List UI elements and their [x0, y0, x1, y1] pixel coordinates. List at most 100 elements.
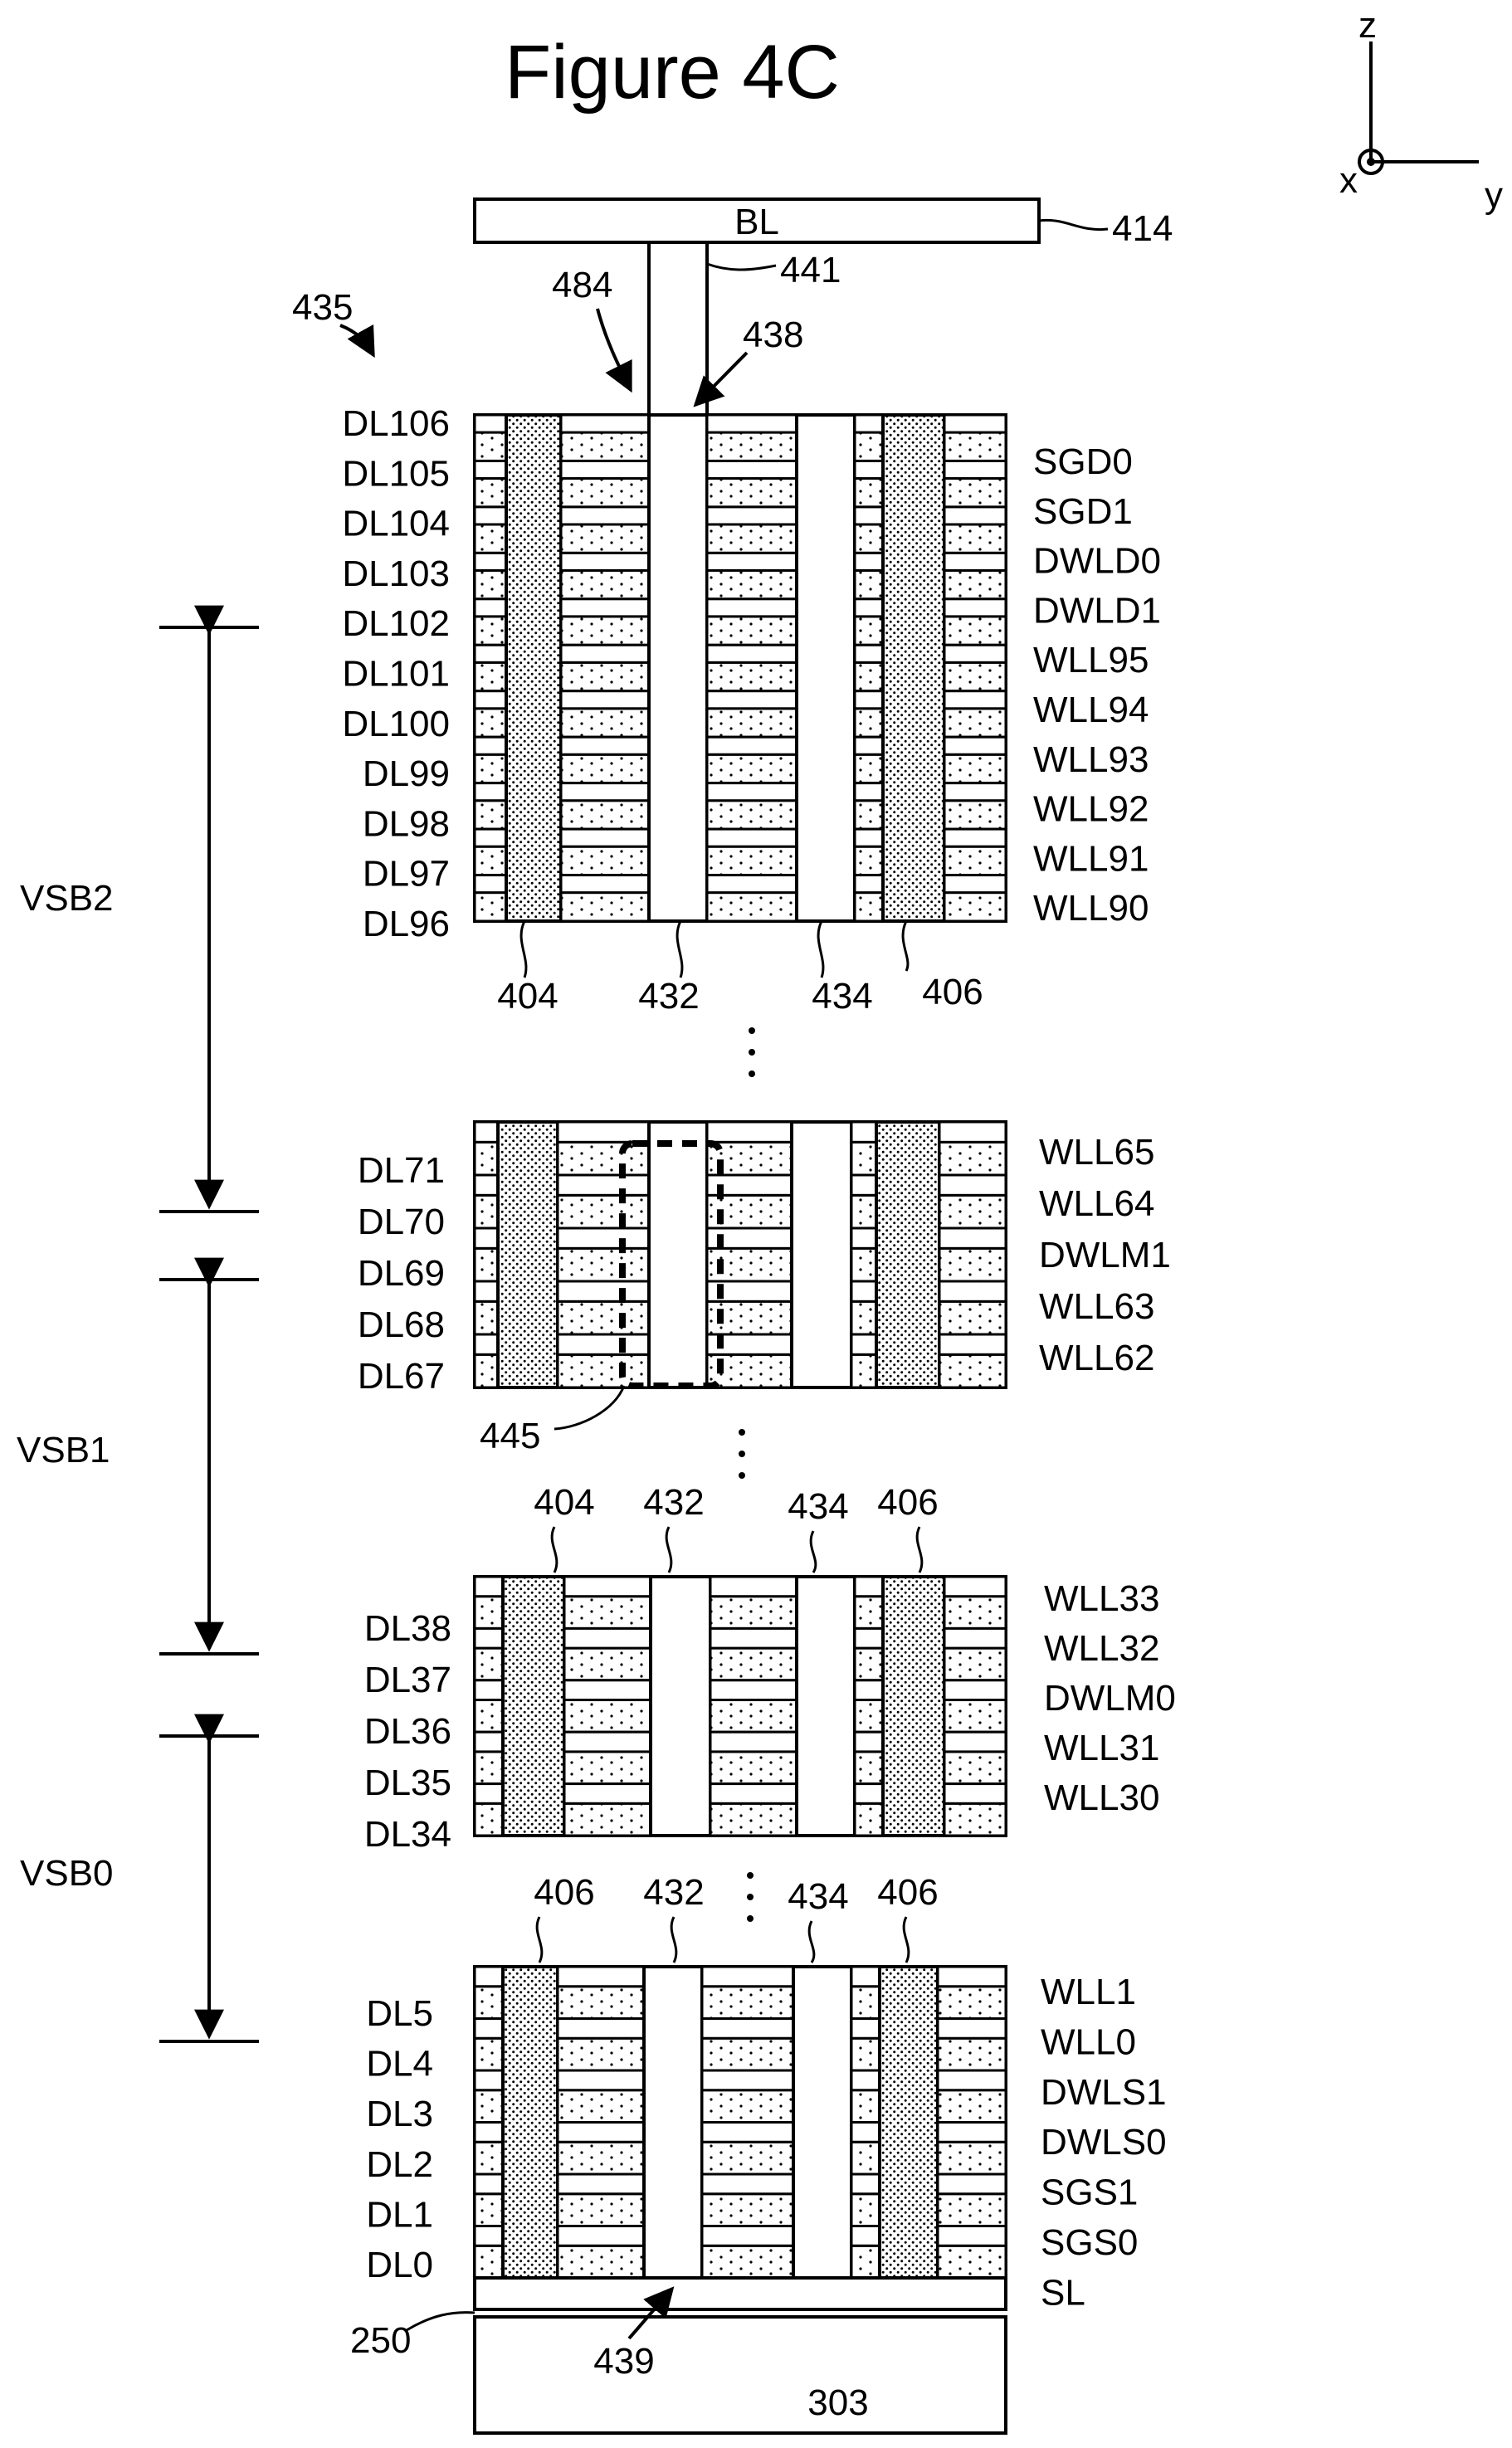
vsb0-label: VSB0 [20, 1853, 114, 1894]
dielectric-layer [559, 643, 651, 664]
conductive-layer [473, 523, 508, 554]
dielectric-layer [938, 1333, 1007, 1356]
conductive-layer [853, 1699, 885, 1734]
dielectric-layer [473, 413, 508, 434]
conductive-layer [936, 1985, 1007, 2020]
dielectric-layer [705, 735, 798, 756]
dielectric-layer [943, 1575, 1007, 1598]
wl-label: WLL1 [1041, 1972, 1136, 2012]
conductive-layer [943, 845, 1007, 877]
conductive-layer [700, 2140, 795, 2176]
conductive-layer [700, 2244, 795, 2280]
dielectric-layer [473, 505, 508, 526]
figure-title: Figure 4C [505, 30, 840, 115]
dielectric-layer [705, 690, 798, 710]
conductive-layer [943, 477, 1007, 509]
ref-434-top: 434 [812, 976, 872, 1017]
dielectric-layer [943, 1626, 1007, 1650]
conductive-layer [473, 1595, 505, 1630]
vsb1-label: VSB1 [17, 1430, 110, 1470]
dl-label: DL34 [364, 1814, 451, 1855]
conductive-layer [556, 2192, 646, 2227]
local-interconnect-column [501, 1965, 559, 2280]
conductive-layer [938, 1193, 1007, 1230]
dl-label: DL106 [342, 403, 450, 444]
dl-label: DL97 [363, 854, 450, 895]
dielectric-layer [563, 1626, 652, 1650]
dielectric-layer [556, 1333, 651, 1356]
conductive-layer [943, 523, 1007, 554]
dielectric-layer [943, 1730, 1007, 1753]
conductive-layer [473, 891, 508, 923]
conductive-layer [850, 1985, 881, 2020]
wl-labels-vsb1: WLL65 WLL64 DWLM1 WLL63 WLL62 [1039, 1132, 1171, 1378]
dl-label: DL2 [366, 2144, 433, 2185]
wl-label: WLL65 [1039, 1132, 1154, 1173]
dielectric-layer [709, 1782, 798, 1805]
dielectric-layer [705, 597, 798, 618]
dielectric-layer [556, 2172, 646, 2196]
dl-label: DL99 [363, 753, 450, 794]
dl-label: DL69 [358, 1253, 445, 1294]
conductive-layer [943, 431, 1007, 462]
conductive-layer [936, 2244, 1007, 2280]
dielectric-layer [943, 551, 1007, 572]
dielectric-layer [705, 551, 798, 572]
conductive-layer [709, 1595, 798, 1630]
stack-block-bottom [473, 1965, 1007, 2280]
arrow-484 [596, 308, 632, 393]
memory-hole-column [647, 1120, 709, 1389]
conductive-layer [943, 1750, 1007, 1786]
dl-label: DL5 [366, 1993, 433, 2034]
dl-label: DL71 [358, 1150, 445, 1191]
dielectric-layer [559, 690, 651, 710]
dielectric-layer [559, 735, 651, 756]
wl-label: DWLM0 [1044, 1678, 1176, 1719]
wl-label: WLL91 [1033, 838, 1149, 879]
conductive-layer [853, 845, 885, 877]
conductive-layer [938, 1353, 1007, 1389]
conductive-layer [473, 2244, 505, 2280]
conductive-layer [473, 1985, 505, 2020]
dielectric-layer [853, 1730, 885, 1753]
leader-250 [406, 2311, 476, 2332]
wl-label: WLL30 [1044, 1777, 1159, 1818]
wl-labels-vsb0-upper: WLL33 WLL32 DWLM0 WLL31 WLL30 [1044, 1578, 1176, 1818]
local-interconnect-column [881, 1575, 946, 1837]
dielectric-layer [473, 1965, 505, 1988]
conductive-layer [938, 1246, 1007, 1283]
ref-406-bottom-right: 406 [877, 1872, 938, 1913]
conductive-layer [709, 1646, 798, 1682]
dielectric-layer [936, 2017, 1007, 2040]
dielectric-layer [943, 459, 1007, 480]
dielectric-layer [853, 413, 885, 434]
wl-label: WLL64 [1039, 1183, 1154, 1224]
dielectric-layer [473, 782, 508, 802]
conductive-layer [563, 1750, 652, 1786]
refs-top-block [519, 920, 910, 978]
arrow-438 [693, 351, 749, 407]
dielectric-layer [938, 1280, 1007, 1303]
conductive-layer [563, 1595, 652, 1630]
memory-hole-column [792, 1965, 853, 2280]
dielectric-layer [853, 1626, 885, 1650]
wl-labels-bottom: WLL1 WLL0 DWLS1 DWLS0 SGS1 SGS0 SL [1041, 1972, 1167, 2313]
dielectric-layer [473, 874, 508, 895]
dielectric-layer [705, 459, 798, 480]
dielectric-layer [556, 1280, 651, 1303]
dielectric-layer [943, 782, 1007, 802]
dielectric-layer [850, 2225, 881, 2247]
dielectric-layer [473, 827, 508, 848]
dielectric-layer [850, 1965, 881, 1988]
conductive-layer [705, 707, 798, 739]
dielectric-layer [853, 1679, 885, 1702]
dielectric-layer [943, 413, 1007, 434]
dielectric-layer [473, 690, 508, 710]
leader-441 [706, 262, 777, 271]
dielectric-layer [556, 1965, 646, 1988]
local-interconnect-column [881, 413, 946, 923]
dielectric-layer [556, 1173, 651, 1197]
dl-label: DL3 [366, 2094, 433, 2134]
memory-hole-column [795, 413, 856, 923]
dl-labels-top: DL106 DL105 DL104 DL103 DL102 DL101 DL100 DL99 D… [342, 403, 450, 944]
